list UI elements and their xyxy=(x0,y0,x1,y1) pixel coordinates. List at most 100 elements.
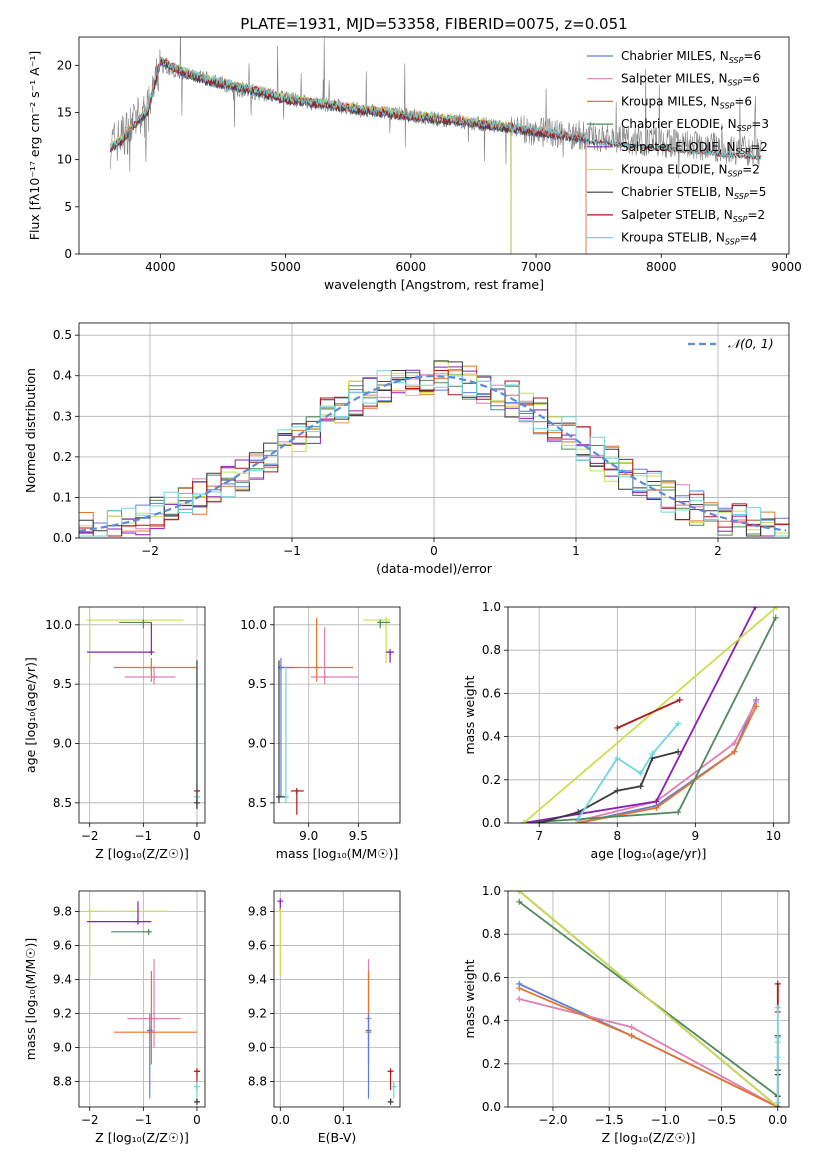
x-tick-label: 2 xyxy=(714,544,722,558)
axes-age_vs_mass: 9.0 9.5 8.5 9.0 9.5 10.0 mass [log₁₀(M/M☉)] xyxy=(240,606,401,861)
point-marker xyxy=(193,1068,200,1075)
point-marker xyxy=(753,703,760,710)
y-tick-label: 9.5 xyxy=(248,677,267,691)
mass-weight-line xyxy=(538,750,679,823)
point-marker xyxy=(774,1034,781,1041)
data-point xyxy=(86,908,171,977)
point-marker xyxy=(145,928,152,935)
mass-weight-line xyxy=(523,607,757,823)
plot-area xyxy=(86,901,200,1105)
x-tick-label: 0.1 xyxy=(334,1113,353,1127)
y-tick-label: 0.0 xyxy=(53,531,72,545)
point-marker xyxy=(774,980,781,987)
x-axis-label: (data-model)/error xyxy=(376,561,493,576)
data-point xyxy=(87,622,155,656)
axes-frame xyxy=(273,606,401,824)
axes-frame xyxy=(78,890,206,1108)
point-marker xyxy=(772,614,779,621)
y-axis-label: Flux [fλ10⁻¹⁷ erg cm⁻² s⁻¹ A⁻¹] xyxy=(27,51,42,240)
x-tick-label: 0 xyxy=(193,1113,201,1127)
y-tick-label: 1.0 xyxy=(482,884,501,898)
x-tick-label: −2 xyxy=(141,544,159,558)
x-tick-label: 10 xyxy=(766,829,781,843)
y-tick-label: 9.8 xyxy=(53,904,72,918)
model-spectrum-line xyxy=(109,58,512,254)
mass-weight-line xyxy=(578,701,757,822)
data-point xyxy=(280,666,289,803)
axes-mass_vs_ebv: 0.0 0.1 8.8 9.0 9.2 9.4 9.6 9.8 E(B-V) xyxy=(248,890,401,1145)
point-marker xyxy=(516,996,523,1002)
x-tick-label: 9.5 xyxy=(349,829,368,843)
x-tick-label: −1 xyxy=(134,829,152,843)
plot-area xyxy=(86,617,200,809)
x-axis-label: E(B-V) xyxy=(318,1130,357,1145)
legend: Chabrier MILES, NSSP=6 Salpeter MILES, NS… xyxy=(587,49,769,247)
x-tick-label: 0.0 xyxy=(271,1113,290,1127)
x-tick-label: 8000 xyxy=(646,260,677,274)
point-marker xyxy=(516,898,523,905)
x-tick-label: −1 xyxy=(283,544,301,558)
axes-frame xyxy=(507,606,790,824)
y-tick-label: 0.8 xyxy=(482,927,501,941)
point-marker xyxy=(148,664,155,671)
point-marker xyxy=(193,1083,200,1090)
plot-area xyxy=(516,891,781,1107)
y-tick-label: 5 xyxy=(64,200,72,214)
point-marker xyxy=(536,820,543,823)
x-tick-label: 9000 xyxy=(771,260,802,274)
data-point xyxy=(127,959,181,1048)
x-tick-label: −2.0 xyxy=(538,1113,567,1127)
y-axis-label: mass weight xyxy=(462,675,477,754)
mass-weight-line xyxy=(523,607,778,823)
x-tick-label: 7000 xyxy=(521,260,552,274)
point-marker xyxy=(628,1032,635,1039)
y-tick-label: 0.2 xyxy=(53,450,72,464)
point-marker xyxy=(675,748,682,755)
data-point xyxy=(390,1081,397,1099)
y-tick-label: 0.4 xyxy=(482,1014,501,1028)
x-tick-label: 6000 xyxy=(396,260,427,274)
y-axis-label: mass weight xyxy=(462,959,477,1038)
mass-weight-line xyxy=(518,891,779,1107)
point-marker xyxy=(293,787,300,794)
mass-weight-line xyxy=(616,699,681,729)
y-tick-label: 9.6 xyxy=(53,938,72,952)
point-marker xyxy=(390,1083,397,1090)
plot-area xyxy=(520,607,780,823)
axes-frame xyxy=(507,890,790,1108)
y-tick-label: 9.8 xyxy=(248,904,267,918)
point-marker xyxy=(637,783,644,790)
data-point xyxy=(113,658,197,682)
point-marker xyxy=(516,891,523,894)
x-tick-label: 4000 xyxy=(145,260,176,274)
y-tick-label: 10 xyxy=(57,153,72,167)
y-tick-label: 0.0 xyxy=(482,816,501,830)
y-tick-label: 9.5 xyxy=(53,677,72,691)
point-marker xyxy=(134,918,141,925)
point-marker xyxy=(731,740,738,747)
point-marker xyxy=(151,674,158,681)
x-tick-label: 1 xyxy=(572,544,580,558)
axes-residuals: −2 −1 0 1 2 0.0 0.1 0.2 0.3 0.4 0.5 (data-model)/er… xyxy=(23,322,790,576)
residual-histogram-line xyxy=(79,370,789,537)
y-tick-label: 0.4 xyxy=(482,730,501,744)
data-point xyxy=(363,617,391,663)
axes-frame xyxy=(78,606,206,824)
legend-label: Salpeter ELODIE, NSSP=2 xyxy=(621,140,768,156)
point-marker xyxy=(148,649,155,656)
point-marker xyxy=(321,674,328,681)
point-marker xyxy=(774,1099,781,1106)
y-tick-label: 0.0 xyxy=(482,1100,501,1114)
point-marker xyxy=(86,617,93,624)
point-marker xyxy=(575,809,582,816)
point-marker xyxy=(637,770,644,777)
x-tick-label: −1 xyxy=(134,1113,152,1127)
point-marker xyxy=(151,1015,158,1022)
x-axis-label: Z [log₁₀(Z/Z☉)] xyxy=(95,1130,189,1145)
data-point xyxy=(387,1068,394,1090)
plot-area xyxy=(79,360,789,537)
axes-spectrum: 4000 5000 6000 7000 8000 9000 0 5 10 15 20 waveleng… xyxy=(27,36,802,292)
plot-area xyxy=(277,898,397,1105)
legend-label: Salpeter STELIB, NSSP=2 xyxy=(621,208,765,224)
